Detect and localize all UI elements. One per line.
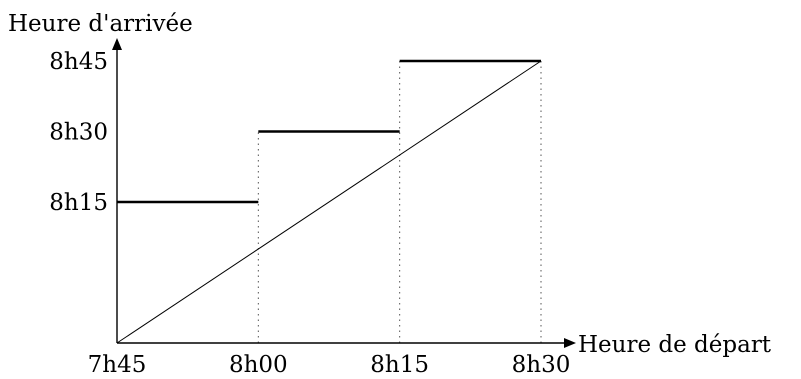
x-tick-label-3: 8h30 <box>512 352 571 378</box>
tick-labels: 7h45 8h00 8h15 8h30 8h15 8h30 8h45 <box>49 49 570 378</box>
chart-series <box>116 59 542 344</box>
x-axis-arrowhead <box>564 338 576 348</box>
y-tick-label-2: 8h45 <box>49 49 108 75</box>
y-axis-arrowhead <box>112 38 122 50</box>
x-axis-title: Heure de départ <box>578 332 772 358</box>
y-tick-label-1: 8h30 <box>49 120 108 146</box>
chart-axes <box>112 38 576 348</box>
y-tick-label-0: 8h15 <box>49 190 108 216</box>
guide-lines <box>257 61 542 343</box>
x-tick-label-0: 7h45 <box>88 352 147 378</box>
x-tick-label-1: 8h00 <box>229 352 288 378</box>
diagonal-line <box>116 60 542 344</box>
y-axis-title: Heure d'arrivée <box>8 11 193 37</box>
x-tick-label-2: 8h15 <box>370 352 429 378</box>
